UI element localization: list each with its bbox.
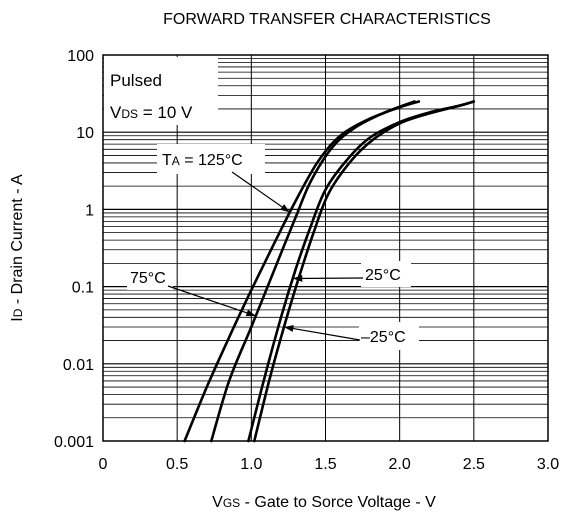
grid bbox=[103, 55, 548, 441]
y-axis-label: ID - Drain Current - A bbox=[9, 174, 26, 322]
annotation-leader-line bbox=[167, 285, 256, 317]
annotation-label-main: T bbox=[162, 152, 172, 169]
x-tick-label: 2.5 bbox=[463, 456, 485, 473]
y-tick-label: 0.1 bbox=[72, 280, 94, 297]
annotation-arrowhead bbox=[292, 275, 303, 282]
x-tick-label: 0.5 bbox=[166, 456, 188, 473]
annotation-label: –25°C bbox=[361, 329, 406, 346]
chart-title: FORWARD TRANSFER CHARACTERISTICS bbox=[163, 11, 491, 28]
condition-vds-main: V bbox=[110, 103, 122, 122]
annotation-label-bg bbox=[127, 264, 173, 290]
annotation-label-rest: 25°C bbox=[365, 267, 401, 284]
x-axis-label-rest: - Gate to Sorce Voltage - V bbox=[240, 494, 436, 511]
x-tick-labels: 0 0.5 1.0 1.5 2.0 2.5 3.0 bbox=[99, 456, 560, 473]
y-tick-label: 100 bbox=[67, 48, 94, 65]
series-minus25c-curve bbox=[253, 100, 476, 443]
conditions-box bbox=[104, 57, 218, 125]
condition-vds-sub: DS bbox=[121, 107, 138, 121]
x-tick-label: 0 bbox=[99, 456, 108, 473]
x-tick-label: 1.0 bbox=[240, 456, 262, 473]
annotation-leader-line bbox=[283, 326, 361, 341]
condition-pulsed: Pulsed bbox=[110, 71, 162, 90]
annotation-leader-line bbox=[231, 171, 291, 213]
plot-frame bbox=[102, 54, 549, 442]
y-tick-label: 1 bbox=[85, 202, 94, 219]
y-axis-label-sub: D bbox=[11, 308, 25, 317]
series-75c-curve bbox=[210, 100, 416, 443]
annotation-label-sub: A bbox=[172, 154, 180, 168]
y-tick-label: 0.001 bbox=[54, 434, 94, 451]
annotation-75c: 75°C bbox=[127, 264, 256, 317]
series-layer bbox=[183, 100, 476, 443]
x-axis-label-main: V bbox=[212, 494, 223, 511]
annotation-label-bg bbox=[157, 144, 265, 174]
annotation-label: 75°C bbox=[130, 270, 166, 287]
annotation-arrowhead bbox=[283, 325, 294, 332]
annotation-label: TA = 125°C bbox=[162, 152, 243, 169]
annotation-label-rest: 75°C bbox=[130, 270, 166, 287]
x-tick-label: 1.5 bbox=[314, 456, 336, 473]
condition-vds: VDS = 10 V bbox=[110, 103, 193, 122]
x-tick-label: 3.0 bbox=[537, 456, 559, 473]
annotation-layer: TA = 125°C 75°C 25°C –25°C bbox=[127, 144, 419, 350]
annotation-arrowhead bbox=[245, 309, 256, 317]
condition-vds-rest: = 10 V bbox=[138, 103, 193, 122]
annotation-minus25c: –25°C bbox=[283, 322, 419, 350]
y-tick-label: 0.01 bbox=[63, 357, 94, 374]
x-axis-label: VGS - Gate to Sorce Voltage - V bbox=[212, 494, 436, 511]
annotation-leader-line bbox=[292, 277, 364, 280]
x-axis-label-sub: GS bbox=[223, 496, 240, 510]
y-tick-labels: 0.001 0.01 0.1 1 10 100 bbox=[54, 48, 94, 451]
annotation-label-bg bbox=[359, 322, 419, 350]
annotation-label: 25°C bbox=[365, 267, 401, 284]
x-tick-label: 2.0 bbox=[389, 456, 411, 473]
annotation-arrowhead bbox=[280, 204, 290, 213]
annotation-125c: TA = 125°C bbox=[157, 144, 291, 213]
annotation-label-rest: = 125°C bbox=[180, 152, 243, 169]
y-axis-label-main: I bbox=[9, 317, 26, 321]
y-axis-label-rest: - Drain Current - A bbox=[9, 174, 26, 309]
annotation-25c: 25°C bbox=[292, 261, 411, 287]
annotation-label-bg bbox=[361, 261, 411, 287]
y-tick-label: 10 bbox=[76, 125, 94, 142]
annotation-label-rest: –25°C bbox=[361, 329, 406, 346]
